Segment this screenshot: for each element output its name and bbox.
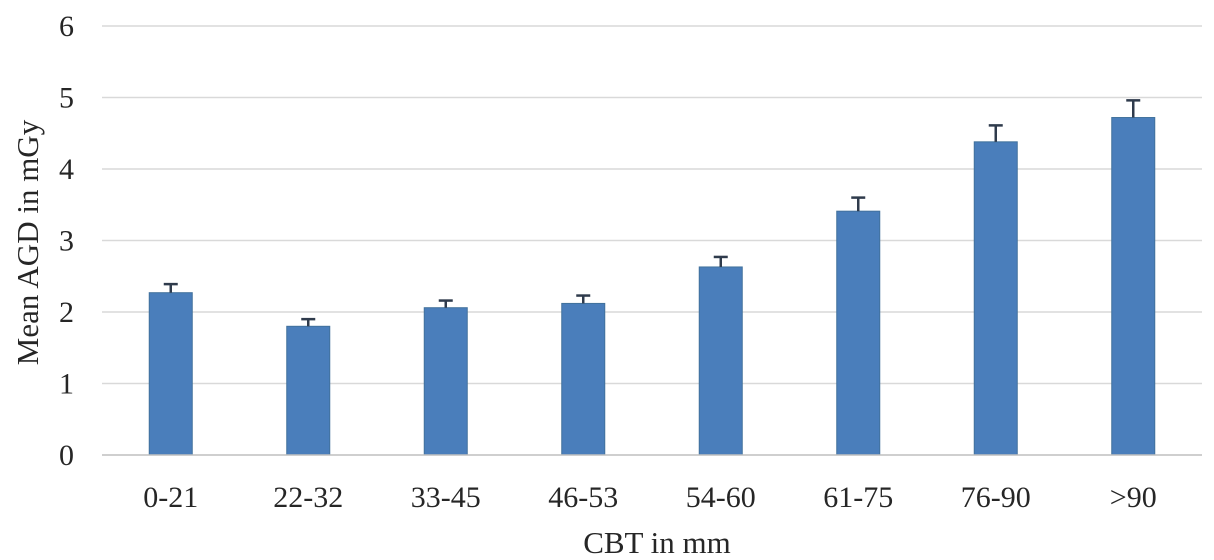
error-bar <box>438 299 453 308</box>
gridlines <box>102 25 1202 385</box>
error-bar <box>301 317 316 327</box>
error-bar <box>1126 99 1141 118</box>
bar <box>973 141 1018 456</box>
bar <box>836 210 881 456</box>
error-bar <box>163 282 178 293</box>
error-bars <box>163 99 1141 327</box>
y-tick-label: 0 <box>59 439 74 472</box>
y-tick-label: 2 <box>59 296 74 329</box>
x-tick-label: 0-21 <box>143 481 198 514</box>
error-bar <box>576 294 591 304</box>
bar <box>1111 117 1156 456</box>
bar <box>423 307 468 456</box>
y-axis-ticks: 0 1 2 3 4 5 6 <box>59 10 74 472</box>
x-tick-label: 54-60 <box>686 481 756 514</box>
error-bar <box>851 196 866 212</box>
y-tick-label: 4 <box>59 153 74 186</box>
x-tick-label: 61-75 <box>823 481 893 514</box>
bar <box>286 325 331 456</box>
x-axis-ticks: 0-21 22-32 33-45 46-53 54-60 61-75 76-90 >90 <box>143 481 1156 514</box>
x-tick-label: 22-32 <box>273 481 343 514</box>
y-tick-label: 3 <box>59 225 74 258</box>
error-bar <box>713 255 728 267</box>
error-bar <box>988 124 1003 142</box>
x-tick-label: 33-45 <box>411 481 481 514</box>
x-tick-label: 76-90 <box>961 481 1031 514</box>
bar <box>148 292 193 456</box>
x-tick-label: 46-53 <box>548 481 618 514</box>
y-tick-label: 6 <box>59 10 74 43</box>
x-tick-label: >90 <box>1110 481 1157 514</box>
bar <box>698 266 743 456</box>
x-axis-title: CBT in mm <box>583 525 731 560</box>
bar <box>561 302 606 456</box>
y-tick-label: 1 <box>59 368 74 401</box>
y-tick-label: 5 <box>59 82 74 115</box>
y-axis-title: Mean AGD in mGy <box>10 119 45 365</box>
bars <box>148 117 1156 456</box>
